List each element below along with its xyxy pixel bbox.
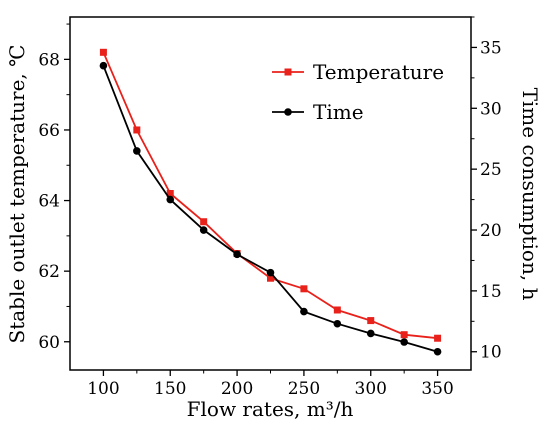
left-y-axis-ticks: 60 62 64 66 68 bbox=[38, 23, 70, 353]
right-y-axis-title: Time consumption, h bbox=[518, 88, 542, 301]
point-temperature-250 bbox=[300, 285, 308, 293]
right-y-tick-label-10: 10 bbox=[480, 343, 502, 363]
left-y-tick-label-68: 68 bbox=[38, 50, 60, 70]
point-temperature-150 bbox=[166, 190, 174, 197]
point-time-350 bbox=[433, 347, 442, 356]
point-time-100 bbox=[99, 61, 108, 70]
point-time-200 bbox=[233, 250, 241, 259]
point-time-225 bbox=[266, 268, 275, 277]
right-y-tick-label-30: 30 bbox=[480, 99, 502, 119]
point-temperature-350 bbox=[434, 334, 442, 342]
left-y-tick-label-64: 64 bbox=[38, 192, 60, 212]
point-temperature-325 bbox=[400, 331, 408, 339]
point-temperature-275 bbox=[333, 306, 341, 314]
left-y-tick-label-62: 62 bbox=[38, 262, 60, 282]
point-temperature-300 bbox=[367, 317, 375, 325]
right-y-tick-label-35: 35 bbox=[480, 38, 502, 58]
legend-temperature-marker bbox=[284, 68, 292, 76]
x-tick-label-350: 350 bbox=[421, 379, 453, 399]
x-tick-label-100: 100 bbox=[87, 379, 119, 399]
legend: Temperature Time bbox=[272, 60, 444, 124]
x-tick-label-150: 150 bbox=[154, 379, 186, 399]
point-time-250 bbox=[300, 307, 308, 316]
x-tick-label-250: 250 bbox=[288, 379, 320, 399]
point-temperature-100 bbox=[99, 48, 107, 56]
point-time-300 bbox=[366, 329, 375, 338]
left-y-tick-label-60: 60 bbox=[38, 333, 60, 353]
point-time-150 bbox=[166, 195, 175, 204]
right-y-tick-label-25: 25 bbox=[480, 160, 502, 180]
series-line-temperature bbox=[102, 51, 438, 340]
series-layer bbox=[99, 48, 442, 356]
left-y-axis-title: Stable outlet temperature, ℃ bbox=[5, 44, 29, 343]
legend-time-marker bbox=[284, 108, 292, 116]
point-time-325 bbox=[400, 338, 408, 346]
x-axis-title: Flow rates, m³/h bbox=[187, 397, 354, 421]
legend-time-label: Time bbox=[313, 100, 364, 124]
point-temperature-125 bbox=[133, 126, 141, 134]
point-time-125 bbox=[133, 147, 141, 155]
right-y-tick-label-15: 15 bbox=[480, 282, 502, 302]
series-line-time bbox=[102, 65, 438, 353]
right-y-tick-label-20: 20 bbox=[480, 221, 502, 241]
point-time-175 bbox=[199, 226, 208, 234]
point-temperature-175 bbox=[200, 218, 208, 226]
x-tick-label-300: 300 bbox=[355, 379, 387, 399]
point-temperature-225 bbox=[267, 274, 274, 282]
x-axis-ticks: 100 150 200 250 300 350 bbox=[87, 370, 454, 399]
legend-temperature-label: Temperature bbox=[313, 60, 444, 84]
right-y-axis-ticks: 10 15 20 25 30 35 bbox=[471, 16, 502, 363]
x-tick-label-200: 200 bbox=[221, 379, 253, 399]
left-y-tick-label-66: 66 bbox=[38, 121, 60, 141]
point-time-275 bbox=[333, 319, 342, 328]
